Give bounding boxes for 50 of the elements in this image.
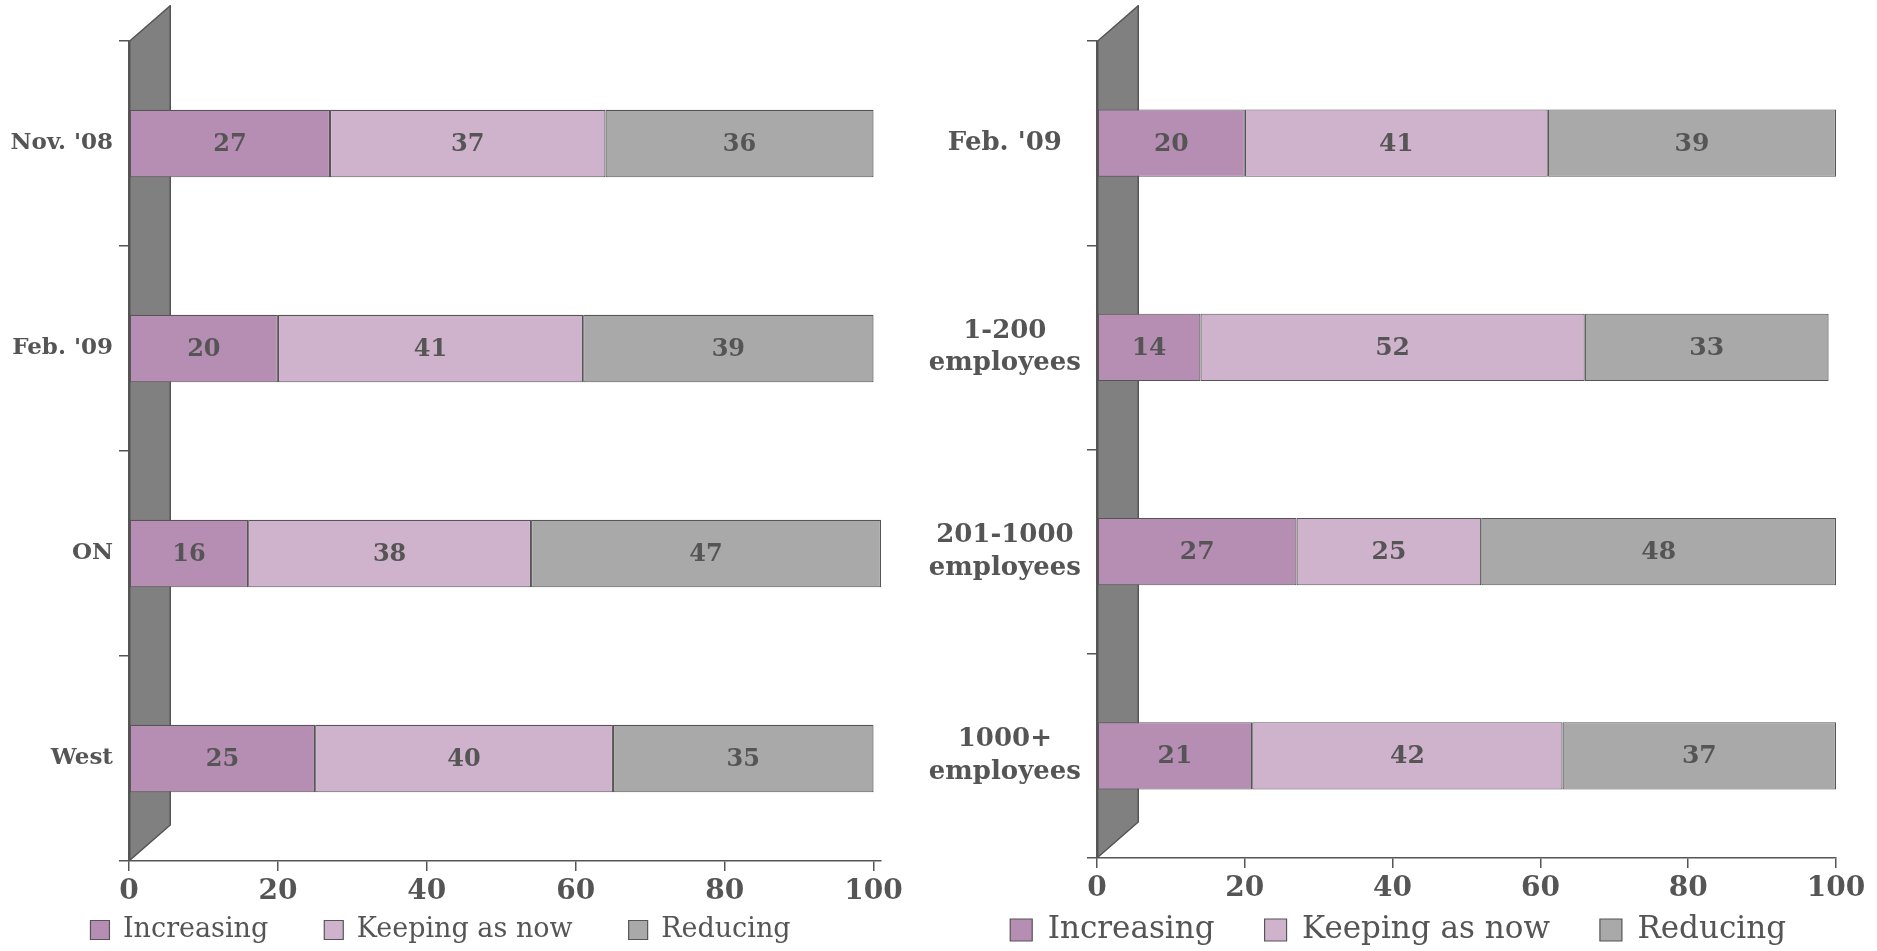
x-tick-label: 20: [1225, 870, 1265, 904]
y-tick-label: Feb. '09: [12, 332, 113, 360]
data-label: 21: [1157, 740, 1193, 770]
data-label: 52: [1375, 331, 1410, 361]
x-tick-label: 40: [1373, 870, 1413, 904]
data-label: 35: [726, 742, 760, 772]
legend-label: Reducing: [661, 912, 791, 944]
y-tick-label: Nov. '08: [10, 127, 113, 155]
x-tick-label: 60: [1520, 870, 1560, 904]
data-label: 20: [1153, 127, 1189, 157]
data-label: 42: [1389, 740, 1425, 770]
data-label: 33: [1689, 331, 1725, 361]
data-label: 16: [172, 537, 206, 567]
y-tick-label: ON: [71, 537, 113, 565]
x-tick-label: 100: [844, 873, 903, 907]
x-tick-label: 80: [705, 873, 745, 907]
y-tick-label: West: [49, 742, 114, 770]
data-label: 39: [1674, 127, 1710, 157]
x-tick-label: 40: [407, 873, 447, 907]
y-tick-label: 1-200 employees: [928, 313, 1081, 377]
data-label: 47: [689, 537, 723, 567]
legend-label: Keeping as now: [356, 912, 573, 944]
data-label: 27: [1179, 536, 1215, 566]
data-label: 41: [1378, 127, 1414, 157]
legend-label: Increasing: [122, 912, 269, 944]
data-label: 41: [413, 332, 448, 362]
y-tick-label: 1000+ employees: [928, 722, 1081, 785]
x-tick-label: 100: [1806, 870, 1866, 904]
legend-label: Reducing: [1637, 909, 1787, 946]
data-label: 38: [372, 537, 407, 567]
data-label: 25: [205, 742, 240, 772]
y-tick-label: 201-1000 employees: [928, 518, 1081, 581]
data-label: 48: [1641, 536, 1677, 566]
data-label: 40: [447, 742, 481, 772]
data-label: 39: [711, 332, 746, 362]
x-tick-label: 60: [556, 873, 596, 907]
data-label: 37: [451, 127, 485, 157]
data-label: 14: [1131, 331, 1167, 361]
x-tick-label: 80: [1668, 870, 1708, 904]
legend-label: Keeping as now: [1302, 909, 1551, 946]
data-label: 36: [722, 127, 757, 157]
data-label: 37: [1681, 740, 1717, 770]
data-label: 25: [1371, 536, 1407, 566]
y-tick-label: Feb. '09: [947, 125, 1062, 156]
data-label: 27: [213, 127, 247, 157]
x-tick-label: 0: [1087, 870, 1107, 904]
x-tick-label: 0: [119, 873, 139, 907]
x-tick-label: 20: [258, 873, 298, 907]
legend-label: Increasing: [1047, 909, 1215, 946]
data-label: 20: [187, 332, 221, 362]
